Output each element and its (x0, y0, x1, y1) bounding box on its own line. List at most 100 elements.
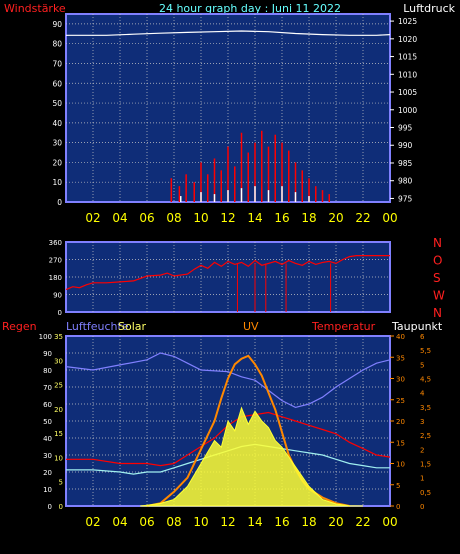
regen-tick-label: 20 (43, 469, 52, 477)
luftfeuchte-tick-label: 20 (54, 406, 63, 414)
regen-tick-label: 50 (43, 418, 52, 426)
wind-speed-tick-label: 50 (52, 99, 62, 108)
temperature-tick-label: 15 (396, 439, 405, 447)
luftfeuchte-tick-label: 35 (54, 333, 63, 341)
direction-degree-tick-label: 360 (49, 239, 62, 247)
pressure-tick-label: 995 (398, 124, 413, 133)
temperature-line (66, 411, 391, 467)
luftfeuchte-tick-label: 25 (54, 382, 63, 390)
regen-tick-label: 80 (43, 367, 52, 375)
compass-tick-label: O (433, 254, 442, 268)
time-tick-label: 18 (301, 515, 316, 529)
time-tick-label: 22 (355, 211, 370, 225)
direction-degree-tick-label: 270 (49, 257, 62, 265)
luftdruck-label: Luftdruck (403, 2, 455, 15)
uv-tick-label: 2,5 (420, 432, 431, 440)
temperature-tick-label: 20 (396, 418, 405, 426)
time-tick-label: 02 (85, 515, 100, 529)
regen-tick-label: 90 (43, 350, 52, 358)
time-tick-label: 20 (328, 515, 343, 529)
uv-tick-label: 4,5 (420, 376, 431, 384)
regen-tick-label: 40 (43, 435, 52, 443)
time-tick-label: 10 (193, 211, 208, 225)
luftfeuchte-tick-label: 10 (54, 454, 63, 462)
wind-speed-tick-label: 30 (52, 139, 62, 148)
wind-speed-tick-label: 20 (52, 158, 62, 167)
regen-tick-label: 60 (43, 401, 52, 409)
regen-tick-label: 0 (48, 503, 52, 511)
time-tick-label: 14 (247, 515, 262, 529)
pressure-line (66, 30, 391, 36)
regen-tick-label: 10 (43, 486, 52, 494)
pressure-tick-label: 1015 (398, 53, 417, 62)
luftfeuchte-tick-label: 0 (59, 503, 63, 511)
pressure-tick-label: 990 (398, 141, 413, 150)
luftfeuchte-label: Luftfeuchte (66, 320, 129, 333)
temperature-tick-label: 35 (396, 354, 405, 362)
regen-label: Regen (2, 320, 37, 333)
time-tick-label: 08 (166, 211, 181, 225)
solar-area (140, 406, 364, 507)
uv-tick-label: 3 (420, 418, 424, 426)
pressure-tick-label: 1000 (398, 106, 417, 115)
wind-speed-tick-label: 0 (57, 198, 62, 207)
pressure-tick-label: 1010 (398, 70, 417, 79)
uv-tick-label: 5,5 (420, 347, 431, 355)
temperature-tick-label: 5 (396, 482, 400, 490)
uv-tick-label: 3,5 (420, 404, 431, 412)
temperature-tick-label: 0 (396, 503, 400, 511)
time-tick-label: 00 (382, 515, 397, 529)
pressure-tick-label: 1020 (398, 35, 417, 44)
regen-tick-label: 30 (43, 452, 52, 460)
time-tick-label: 04 (112, 211, 127, 225)
pressure-tick-label: 1025 (398, 17, 417, 26)
time-tick-label: 06 (139, 515, 154, 529)
uv-tick-label: 4 (420, 390, 425, 398)
uv-tick-label: 2 (420, 446, 424, 454)
wind-speed-tick-label: 10 (52, 178, 62, 187)
wind-speed-tick-label: 70 (52, 59, 62, 68)
time-tick-label: 12 (220, 211, 235, 225)
time-tick-label: 08 (166, 515, 181, 529)
direction-degree-tick-label: 0 (58, 309, 62, 317)
time-tick-label: 12 (220, 515, 235, 529)
luftfeuchte-tick-label: 15 (54, 430, 63, 438)
uv-label: UV (243, 320, 259, 333)
solar-label: Solar (118, 320, 147, 333)
luftfeuchte-tick-label: 5 (59, 479, 63, 487)
uv-tick-label: 6 (420, 333, 425, 341)
time-tick-label: 04 (112, 515, 127, 529)
regen-tick-label: 70 (43, 384, 52, 392)
windstaerke-label: Windstärke (4, 2, 66, 15)
time-tick-label: 14 (247, 211, 262, 225)
uv-tick-label: 1,5 (420, 461, 431, 469)
regen-tick-label: 100 (39, 333, 52, 341)
time-tick-label: 00 (382, 211, 397, 225)
wind-speed-tick-label: 40 (52, 119, 62, 128)
temperatur-label: Temperatur (311, 320, 376, 333)
chart-title: 24 hour graph day : Juni 11 2022 (159, 2, 341, 15)
time-tick-label: 16 (274, 211, 289, 225)
uv-tick-label: 1 (420, 475, 424, 483)
pressure-tick-label: 985 (398, 159, 413, 168)
temperature-tick-label: 25 (396, 397, 405, 405)
taupunkt-label: Taupunkt (391, 320, 443, 333)
time-tick-label: 16 (274, 515, 289, 529)
compass-tick-label: W (433, 289, 445, 303)
compass-tick-label: S (433, 271, 441, 285)
pressure-tick-label: 980 (398, 177, 413, 186)
time-tick-label: 22 (355, 515, 370, 529)
compass-tick-label: N (433, 306, 442, 320)
time-tick-label: 10 (193, 515, 208, 529)
direction-degree-tick-label: 90 (53, 292, 62, 300)
compass-tick-label: N (433, 236, 442, 250)
wind-speed-tick-label: 90 (52, 20, 62, 29)
time-tick-label: 20 (328, 211, 343, 225)
time-tick-label: 18 (301, 211, 316, 225)
temperature-tick-label: 40 (396, 333, 405, 341)
wind-speed-tick-label: 80 (52, 40, 62, 49)
humidity-line (65, 352, 391, 409)
temperature-tick-label: 10 (396, 461, 405, 469)
uv-tick-label: 5 (420, 361, 424, 369)
